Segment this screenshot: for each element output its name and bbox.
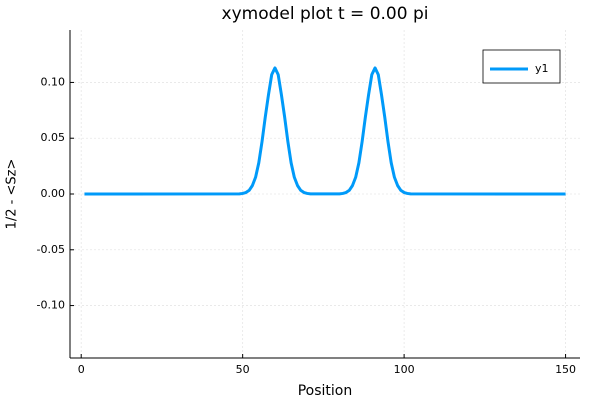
- y-tick-label: 0.00: [41, 187, 66, 200]
- y-tick-label: 0.10: [41, 75, 66, 88]
- x-tick-label: 100: [394, 363, 415, 376]
- y-tick-label: -0.10: [37, 299, 65, 312]
- y-axis-label: 1/2 - <Sz>: [5, 159, 20, 230]
- data-line: [84, 66, 566, 196]
- chart-title: xymodel plot t = 0.00 pi: [222, 4, 429, 24]
- x-axis-label: Position: [298, 383, 353, 399]
- legend-box: [482, 49, 561, 84]
- legend-label: y1: [535, 62, 549, 75]
- x-tick-label: 150: [555, 363, 576, 376]
- y-tick-label: -0.05: [37, 243, 65, 256]
- y-tick-label: 0.05: [41, 131, 66, 144]
- x-tick-label: 0: [78, 363, 85, 376]
- x-tick-label: 50: [236, 363, 250, 376]
